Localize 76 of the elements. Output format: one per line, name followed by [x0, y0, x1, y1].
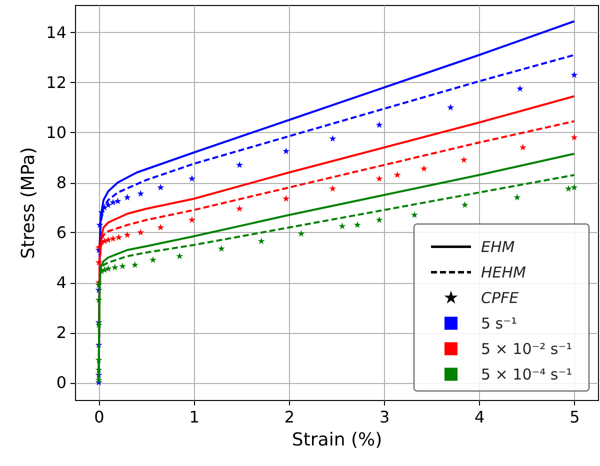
- x-axis-title: Strain (%): [292, 430, 382, 450]
- x-tick-label: 2: [284, 408, 295, 426]
- point: [410, 211, 418, 218]
- point: [236, 205, 244, 212]
- point: [176, 252, 184, 260]
- y-tick-label: 0: [56, 373, 66, 392]
- point: [149, 256, 156, 263]
- point: [570, 184, 578, 190]
- annotation: EHM: [481, 238, 515, 256]
- point: [329, 185, 336, 192]
- point: [104, 265, 112, 272]
- y-axis-title: Stress (MPa): [18, 147, 40, 259]
- point: [95, 281, 102, 288]
- point: [218, 245, 225, 252]
- point: [394, 171, 401, 178]
- point: [570, 71, 578, 78]
- point: [570, 134, 578, 140]
- point: [329, 135, 336, 142]
- point: [104, 236, 112, 243]
- x-tick-label: 0: [94, 408, 104, 426]
- point: [119, 262, 126, 270]
- point: [460, 156, 468, 163]
- point: [124, 231, 131, 238]
- x-tick-label: 4: [474, 408, 485, 426]
- annotation: HEHM: [481, 263, 526, 282]
- point: [564, 185, 572, 192]
- point: [96, 221, 104, 228]
- point: [258, 238, 265, 244]
- point: [188, 175, 196, 182]
- point: [157, 224, 164, 230]
- legend-label: 5 × 10⁻⁴ s⁻¹: [481, 365, 572, 384]
- y-tick-label: 2: [56, 323, 66, 342]
- point: [95, 321, 102, 328]
- point: [282, 195, 290, 202]
- point: [137, 228, 144, 236]
- point: [157, 184, 164, 190]
- point: [376, 216, 383, 223]
- y-tick-label: 14: [46, 23, 66, 42]
- point: [114, 198, 122, 204]
- point: [354, 221, 361, 228]
- x-tick-label: 1: [189, 408, 200, 426]
- point: [95, 244, 102, 250]
- point: [376, 121, 383, 128]
- point: [100, 204, 108, 210]
- point: [420, 165, 428, 172]
- point: [131, 261, 138, 268]
- point: [115, 234, 122, 240]
- point: [104, 201, 112, 208]
- y-tick-label: 6: [56, 223, 66, 242]
- point: [137, 190, 144, 197]
- point: [110, 235, 117, 242]
- point: [514, 194, 521, 200]
- point: [298, 230, 305, 237]
- y-tick-label: 12: [46, 73, 66, 92]
- point: [519, 144, 526, 150]
- point: [110, 198, 117, 206]
- legend-label: 5 × 10⁻² s⁻¹: [481, 340, 572, 358]
- legend-label: 5 s⁻¹: [481, 314, 518, 332]
- point: [282, 148, 290, 154]
- y-tick-label: 4: [56, 273, 66, 292]
- point: [124, 194, 131, 200]
- point: [516, 85, 524, 92]
- x-tick-label: 5: [570, 408, 580, 426]
- point: [236, 161, 244, 168]
- point: [376, 175, 383, 182]
- point: [188, 216, 196, 223]
- point: [447, 104, 454, 110]
- annotation: CPFE: [481, 288, 520, 307]
- point: [111, 264, 118, 270]
- point: [95, 296, 102, 303]
- y-tick-label: 10: [46, 123, 66, 142]
- y-tick-label: 8: [56, 173, 66, 192]
- point: [338, 222, 346, 230]
- x-tick-label: 3: [379, 408, 390, 426]
- point: [95, 258, 102, 266]
- point: [461, 201, 468, 208]
